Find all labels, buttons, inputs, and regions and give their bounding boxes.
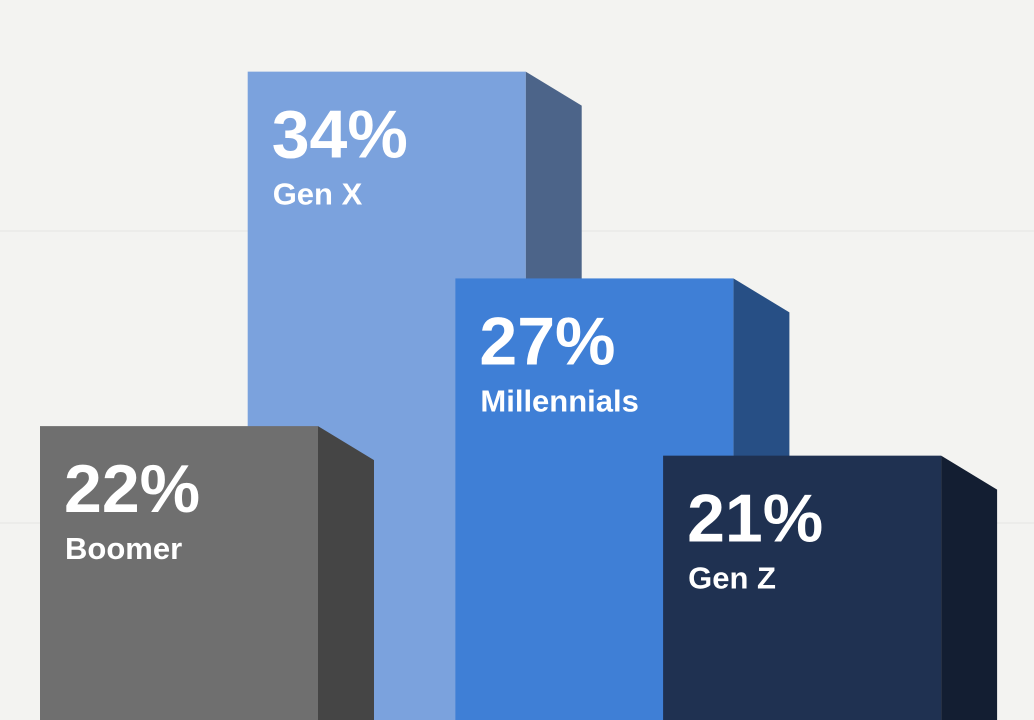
category-label: Gen X [273, 177, 363, 212]
category-label: Gen Z [688, 561, 776, 596]
category-label: Boomer [65, 531, 182, 566]
bar-side [941, 455, 998, 720]
bar-group: 22% Boomer [40, 426, 374, 720]
bar-side [318, 426, 374, 720]
category-label: Millennials [480, 383, 638, 418]
bar [40, 426, 318, 720]
value-label: 22% [64, 451, 200, 527]
bar-group: 21% Gen Z [663, 455, 998, 720]
value-label: 27% [479, 303, 615, 379]
value-label: 34% [272, 97, 408, 173]
bar [663, 455, 942, 720]
value-label: 21% [687, 481, 823, 557]
